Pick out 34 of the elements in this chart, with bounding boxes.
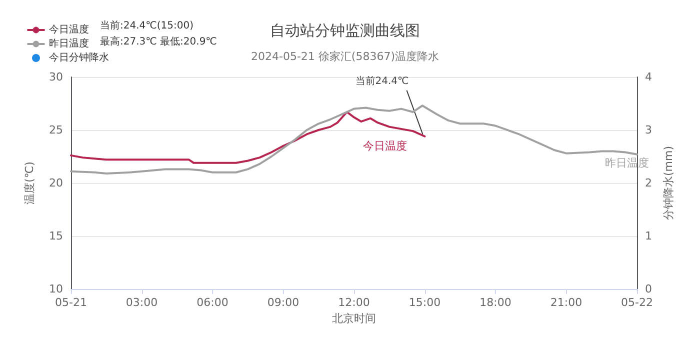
y-axis-title: 温度(℃): [23, 162, 36, 204]
line-series: [70, 104, 638, 174]
annotation: 当前24.4℃: [355, 74, 409, 87]
y-tick-label: 10: [49, 282, 63, 296]
text: 最高:27.3℃ 最低:20.9℃: [100, 36, 217, 48]
chart-title: 自动站分钟监测曲线图: [270, 22, 420, 40]
annotation: 昨日温度: [605, 156, 649, 170]
y-tick-label: 25: [49, 124, 63, 136]
x-tick-label: 18:00: [480, 296, 512, 309]
y2-tick-label: 3: [645, 124, 652, 136]
x-tick-label: 09:00: [267, 296, 300, 309]
x-tick-label: 06:00: [196, 296, 228, 309]
y-tick-label: 30: [49, 70, 63, 84]
y-tick-label: 20: [49, 176, 63, 190]
x-tick-label: 12:00: [338, 296, 370, 309]
x-tick-label: 03:00: [126, 296, 158, 309]
x-axis-title: 北京时间: [332, 312, 376, 325]
x-tick-label: 05-22: [621, 296, 653, 309]
chart-subtitle: 2024-05-21 徐家汇(58367)温度降水: [251, 50, 439, 63]
y2-axis-title: 分钟降水(mm): [662, 146, 675, 220]
y2-tick-label: 4: [645, 70, 652, 84]
x-tick-label: 05-21: [55, 296, 87, 309]
legend-label: 今日分钟降水: [49, 52, 109, 64]
y2-tick-label: 1: [645, 230, 652, 242]
y2-tick-label: 0: [645, 282, 652, 296]
legend-label: 今日温度: [49, 24, 89, 36]
y2-tick-label: 2: [645, 176, 652, 190]
text: 当前:24.4℃(15:00): [100, 20, 194, 32]
y-tick-label: 15: [49, 230, 63, 242]
x-tick-label: 21:00: [550, 296, 582, 309]
annotation: 今日温度: [363, 140, 407, 152]
legend-label: 昨日温度: [49, 38, 89, 50]
x-tick-label: 15:00: [408, 296, 441, 309]
line-series: [70, 110, 426, 164]
